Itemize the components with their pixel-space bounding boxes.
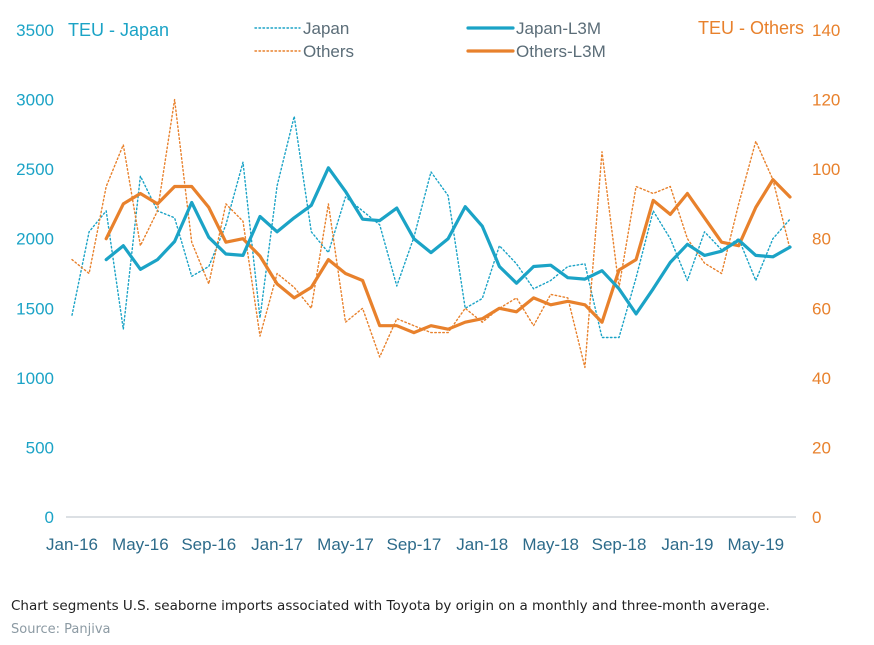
legend-label-japan-l3m: Japan-L3M	[516, 19, 601, 38]
y-left-tick-label: 500	[26, 438, 54, 457]
x-tick-label: Jan-17	[251, 535, 303, 554]
x-tick-label: Jan-18	[456, 535, 508, 554]
legend-label-others-l3m: Others-L3M	[516, 42, 606, 61]
series-line-japan-l3m	[104, 166, 792, 316]
y-left-tick-label: 1500	[16, 299, 54, 318]
series-line-others	[71, 98, 791, 369]
x-tick-label: Jan-16	[46, 535, 98, 554]
x-tick-label: Sep-17	[386, 535, 441, 554]
y-left-tick-label: 1000	[16, 369, 54, 388]
series-line-japan	[71, 115, 791, 339]
y-left-tick-label: 2500	[16, 160, 54, 179]
chart-series-layer	[71, 98, 792, 369]
y-right-tick-label: 40	[812, 369, 831, 388]
legend-label-others: Others	[303, 42, 354, 61]
series-line-others-l3m	[104, 178, 792, 335]
x-tick-label: May-16	[112, 535, 169, 554]
y-right-tick-label: 60	[812, 299, 831, 318]
y-right-tick-label: 140	[812, 21, 840, 40]
y-right-tick-label: 100	[812, 160, 840, 179]
y-right-tick-label: 120	[812, 91, 840, 110]
x-tick-label: Sep-16	[181, 535, 236, 554]
y-left-tick-label: 0	[45, 508, 54, 527]
x-tick-label: Jan-19	[661, 535, 713, 554]
chart-axes: 0 500 1000 1500 2000 2500 3000 3500 0 20 40 60 80 100…	[16, 21, 840, 554]
y-left-tick-label: 3500	[16, 21, 54, 40]
chart-caption: Chart segments U.S. seaborne imports ass…	[11, 598, 770, 614]
legend-label-japan: Japan	[303, 19, 349, 38]
x-tick-label: Sep-18	[592, 535, 647, 554]
chart-legend: Japan Others Japan-L3M Others-L3M	[254, 19, 606, 61]
x-tick-label: May-18	[522, 535, 579, 554]
y-right-tick-label: 20	[812, 438, 831, 457]
chart: 0 500 1000 1500 2000 2500 3000 3500 0 20 40 60 80 100…	[16, 18, 840, 554]
x-tick-label: May-19	[727, 535, 784, 554]
y-right-tick-label: 80	[812, 230, 831, 249]
y-right-tick-label: 0	[812, 508, 821, 527]
y-left-tick-label: 2000	[16, 230, 54, 249]
left-axis-title: TEU - Japan	[68, 20, 169, 40]
chart-source: Source: Panjiva	[11, 622, 111, 637]
right-axis-title: TEU - Others	[698, 18, 804, 38]
y-left-tick-label: 3000	[16, 91, 54, 110]
x-tick-label: May-17	[317, 535, 374, 554]
